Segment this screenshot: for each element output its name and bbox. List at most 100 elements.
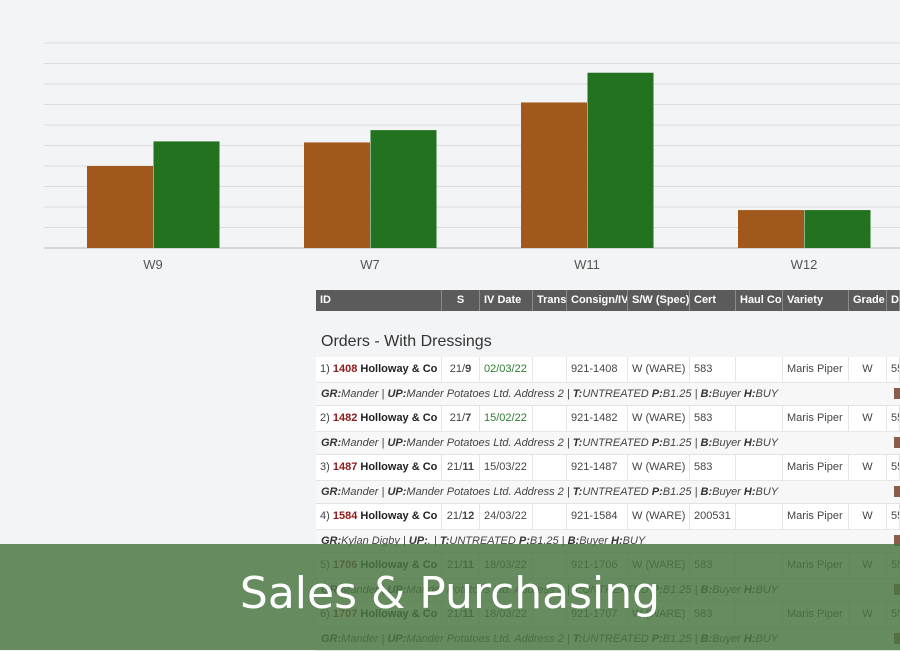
column-header[interactable]: S: [442, 290, 480, 311]
title-banner: [0, 544, 900, 650]
order-number-link[interactable]: 1487: [332, 461, 358, 473]
bar-W12-series-1: [738, 210, 804, 248]
variety-cell: Maris Piper: [783, 357, 849, 382]
season-cell: 21/12: [442, 504, 480, 529]
detail-value: . |: [427, 535, 440, 547]
customer-name: Holloway & Co: [360, 363, 438, 375]
order-number-link[interactable]: 1584: [332, 510, 358, 522]
column-header[interactable]: Haul Co: [736, 290, 783, 311]
order-detail-line: GR:Mander | UP:Mander Potatoes Ltd. Addr…: [316, 432, 900, 455]
detail-key: B:: [700, 437, 713, 449]
detail-value: BUY: [755, 437, 779, 449]
detail-key: P:: [651, 486, 663, 498]
dressing-flag-icon[interactable]: [894, 388, 900, 399]
detail-key: GR:: [321, 437, 342, 449]
consign-cell: 921-1408: [567, 357, 628, 382]
bar-W9-series-1: [87, 166, 153, 248]
di-cell: 55: [887, 357, 900, 382]
di-cell: 55: [887, 406, 900, 431]
season-cell: 21/11: [442, 455, 480, 480]
trans-cell: [533, 357, 567, 382]
order-number-link[interactable]: 1408: [332, 363, 358, 375]
table-row[interactable]: 2) 1482 Holloway & Co 21/7 15/02/22 921-148…: [316, 406, 900, 432]
dressing-flag-icon[interactable]: [894, 486, 900, 497]
dressing-flag-icon[interactable]: [894, 535, 900, 546]
detail-value: Buyer: [712, 486, 744, 498]
variety-cell: Maris Piper: [783, 455, 849, 480]
order-id-cell: 1) 1408 Holloway & Co: [316, 357, 442, 382]
detail-value: Mander Potatoes Ltd. Address 2 |: [406, 388, 573, 400]
grade-cell: W: [849, 504, 887, 529]
table-row[interactable]: 1) 1408 Holloway & Co 21/9 02/03/22 921-140…: [316, 357, 900, 383]
column-header[interactable]: Consign/IV: [567, 290, 628, 311]
detail-key: H:: [743, 437, 756, 449]
detail-value: Mander |: [341, 486, 388, 498]
column-header[interactable]: Di: [887, 290, 900, 311]
column-header[interactable]: IV Date: [480, 290, 533, 311]
sw-spec-cell: W (WARE): [628, 406, 690, 431]
consign-cell: 921-1487: [567, 455, 628, 480]
detail-key: T:: [572, 388, 583, 400]
x-tick-label: W7: [360, 257, 380, 272]
cert-cell: 583: [690, 357, 736, 382]
detail-value: Mander Potatoes Ltd. Address 2 |: [406, 486, 573, 498]
x-tick-label: W9: [143, 257, 163, 272]
column-header[interactable]: S/W (Spec): [628, 290, 690, 311]
table-row[interactable]: 3) 1487 Holloway & Co 21/11 15/03/22 921-14…: [316, 455, 900, 481]
season-week: 12: [462, 510, 475, 522]
column-header[interactable]: Grade: [849, 290, 887, 311]
detail-value: B1.25 |: [662, 437, 701, 449]
trans-cell: [533, 406, 567, 431]
dressing-flag-icon[interactable]: [894, 437, 900, 448]
order-number-link[interactable]: 1482: [332, 412, 358, 424]
bar-W7-series-2: [370, 130, 437, 248]
x-tick-label: W12: [791, 257, 818, 272]
sw-spec-cell: W (WARE): [628, 504, 690, 529]
bar-W11-series-2: [587, 72, 654, 248]
bar-W7-series-1: [304, 142, 370, 248]
table-row[interactable]: 4) 1584 Holloway & Co 21/12 24/03/22 921-15…: [316, 504, 900, 530]
detail-key: GR:: [321, 486, 342, 498]
detail-key: UP:: [387, 437, 407, 449]
iv-date-cell: 15/02/22: [480, 406, 533, 431]
haul-co-cell: [736, 455, 783, 480]
cert-cell: 200531: [690, 504, 736, 529]
x-tick-label: W11: [574, 257, 600, 272]
detail-key: P:: [518, 535, 530, 547]
customer-name: Holloway & Co: [360, 461, 438, 473]
cert-cell: 583: [690, 455, 736, 480]
order-id-cell: 2) 1482 Holloway & Co: [316, 406, 442, 431]
banner-title: Sales & Purchasing: [239, 568, 661, 619]
detail-key: H:: [611, 535, 623, 547]
sw-spec-cell: W (WARE): [628, 455, 690, 480]
di-cell: 55: [887, 455, 900, 480]
detail-value: B1.25 |: [662, 388, 701, 400]
haul-co-cell: [736, 357, 783, 382]
order-id-cell: 3) 1487 Holloway & Co: [316, 455, 442, 480]
column-header[interactable]: Trans: [533, 290, 567, 311]
customer-name: Holloway & Co: [360, 510, 438, 522]
cert-cell: 583: [690, 406, 736, 431]
season-cell: 21/9: [442, 357, 480, 382]
bar-W12-series-2: [804, 210, 871, 248]
column-header[interactable]: ID: [316, 290, 442, 311]
column-header[interactable]: Variety: [783, 290, 849, 311]
grade-cell: W: [849, 406, 887, 431]
customer-name: Holloway & Co: [360, 412, 438, 424]
grade-cell: W: [849, 455, 887, 480]
detail-key: P:: [651, 437, 663, 449]
season-week: 7: [465, 412, 472, 424]
sw-spec-cell: W (WARE): [628, 357, 690, 382]
iv-date-cell: 02/03/22: [480, 357, 533, 382]
order-detail-line: GR:Mander | UP:Mander Potatoes Ltd. Addr…: [316, 481, 900, 504]
di-cell: 55: [887, 504, 900, 529]
consign-cell: 921-1482: [567, 406, 628, 431]
detail-value: Mander |: [341, 437, 388, 449]
column-header[interactable]: Cert: [690, 290, 736, 311]
detail-value: Mander Potatoes Ltd. Address 2 |: [406, 437, 573, 449]
detail-key: P:: [651, 388, 663, 400]
season-cell: 21/7: [442, 406, 480, 431]
season-week: 11: [462, 461, 474, 473]
orders-bar-chart: W9 W7 W11 W12: [44, 42, 900, 272]
bar-W9-series-2: [153, 141, 220, 248]
